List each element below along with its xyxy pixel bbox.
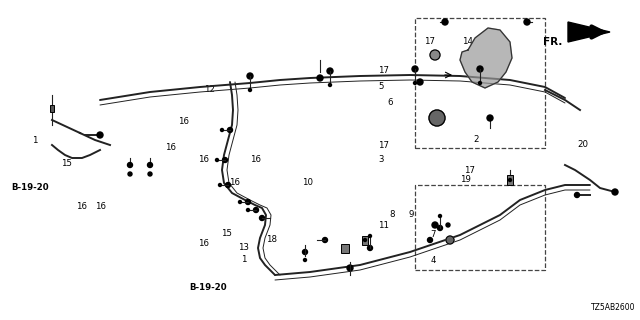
Circle shape (246, 199, 250, 204)
Circle shape (487, 115, 493, 121)
Circle shape (367, 245, 372, 251)
Text: 2: 2 (474, 135, 479, 144)
Text: 14: 14 (462, 37, 473, 46)
Text: 10: 10 (302, 178, 313, 187)
Circle shape (147, 163, 152, 167)
Text: 17: 17 (378, 141, 388, 150)
Bar (50, 105, 54, 111)
Circle shape (412, 66, 418, 72)
Circle shape (364, 238, 367, 242)
Text: 16: 16 (76, 202, 86, 211)
Circle shape (509, 179, 511, 181)
Circle shape (417, 79, 423, 85)
Text: 11: 11 (378, 221, 388, 230)
Text: TZ5AB2600: TZ5AB2600 (591, 303, 635, 312)
Bar (362, 236, 368, 244)
Circle shape (225, 182, 230, 188)
Text: FR.: FR. (543, 36, 562, 47)
Text: 4: 4 (430, 256, 436, 265)
Circle shape (259, 215, 264, 220)
Polygon shape (460, 28, 512, 88)
Circle shape (128, 172, 132, 176)
Text: 19: 19 (460, 175, 470, 184)
Text: 17: 17 (424, 37, 435, 46)
Text: B-19-20: B-19-20 (189, 284, 227, 292)
Circle shape (446, 236, 454, 244)
Circle shape (239, 201, 241, 204)
Circle shape (612, 189, 618, 195)
Circle shape (432, 222, 438, 228)
Text: 5: 5 (379, 82, 385, 91)
Circle shape (247, 73, 253, 79)
Circle shape (446, 223, 450, 227)
Text: 9: 9 (408, 210, 413, 219)
Text: 17: 17 (378, 66, 388, 75)
Text: 20: 20 (577, 140, 588, 149)
Circle shape (248, 89, 252, 92)
Text: 16: 16 (198, 156, 209, 164)
Bar (341, 244, 349, 252)
Circle shape (442, 19, 448, 25)
Circle shape (323, 237, 328, 243)
Text: B-19-20: B-19-20 (12, 183, 49, 192)
Text: 7: 7 (430, 230, 436, 239)
Text: 17: 17 (464, 166, 475, 175)
Text: 12: 12 (204, 85, 214, 94)
Circle shape (303, 259, 307, 261)
Text: 16: 16 (229, 178, 240, 187)
Circle shape (429, 110, 445, 126)
Circle shape (328, 84, 332, 86)
Circle shape (524, 19, 530, 25)
Text: 8: 8 (389, 210, 395, 219)
Text: 16: 16 (250, 156, 260, 164)
Circle shape (253, 207, 259, 212)
Circle shape (148, 172, 152, 176)
Circle shape (575, 193, 579, 197)
Circle shape (127, 163, 132, 167)
Circle shape (327, 68, 333, 74)
Circle shape (227, 127, 232, 132)
Text: 1: 1 (32, 136, 38, 145)
Text: 16: 16 (178, 117, 189, 126)
Text: 16: 16 (95, 202, 106, 211)
Circle shape (413, 82, 417, 84)
Circle shape (369, 235, 371, 237)
Circle shape (430, 50, 440, 60)
Text: 13: 13 (238, 244, 249, 252)
Circle shape (303, 250, 307, 254)
Bar (507, 175, 513, 185)
Circle shape (216, 158, 218, 162)
Circle shape (317, 75, 323, 81)
Text: 16: 16 (198, 239, 209, 248)
Circle shape (347, 265, 353, 271)
Text: 16: 16 (165, 143, 176, 152)
Circle shape (97, 132, 103, 138)
Circle shape (221, 129, 223, 132)
Circle shape (246, 209, 250, 212)
Text: 15: 15 (61, 159, 72, 168)
Text: 6: 6 (387, 98, 393, 107)
Text: 3: 3 (379, 156, 385, 164)
Circle shape (223, 157, 227, 163)
Polygon shape (568, 22, 610, 42)
Circle shape (477, 66, 483, 72)
Circle shape (438, 214, 442, 218)
Circle shape (479, 82, 481, 84)
Text: 1: 1 (241, 255, 246, 264)
Text: 15: 15 (221, 229, 232, 238)
Circle shape (438, 226, 442, 230)
Circle shape (218, 183, 221, 187)
Text: 18: 18 (266, 236, 276, 244)
Circle shape (428, 237, 433, 243)
